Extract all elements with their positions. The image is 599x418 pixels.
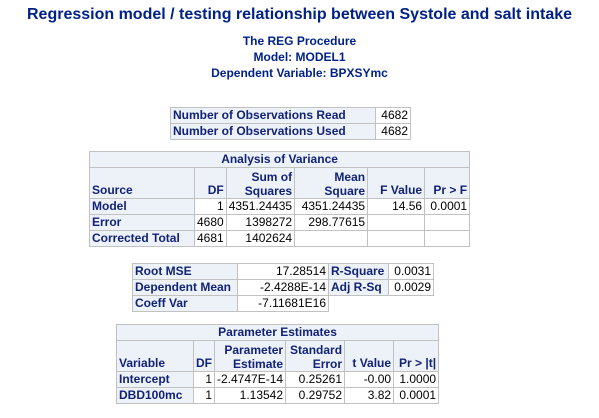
table-cell: -7.11681E16 bbox=[237, 295, 329, 312]
table-cell: 1.13542 bbox=[213, 387, 287, 404]
table-cell: 4351.24435 bbox=[225, 198, 296, 215]
table-cell: 1402624 bbox=[225, 230, 296, 247]
column-header: Pr > F bbox=[424, 167, 471, 199]
row-header: DBD100mc bbox=[116, 387, 194, 404]
table-cell: 0.0029 bbox=[388, 279, 434, 296]
table-cell: 0.25261 bbox=[285, 371, 346, 388]
column-header-line: Estimate bbox=[233, 357, 284, 371]
table-row: Intercept 1 -2.4747E-14 0.25261 -0.00 1.… bbox=[116, 371, 440, 388]
table-cell: 4682 bbox=[375, 107, 411, 124]
row-header: Coeff Var bbox=[132, 295, 238, 312]
table-cell: -2.4747E-14 bbox=[213, 371, 287, 388]
table-row: Corrected Total 4681 1402624 bbox=[89, 230, 471, 247]
column-header-line: Mean bbox=[334, 170, 366, 184]
row-header: Adj R-Sq bbox=[328, 279, 389, 296]
table-cell: 4351.24435 bbox=[294, 198, 369, 215]
table-cell: 1.0000 bbox=[393, 371, 440, 388]
column-header: DF bbox=[193, 340, 215, 372]
table-cell: -2.4288E-14 bbox=[237, 279, 329, 296]
column-header: Parameter Estimate bbox=[213, 340, 287, 372]
table-cell: 0.29752 bbox=[285, 387, 346, 404]
column-header: Variable bbox=[116, 340, 194, 372]
row-header: Number of Observations Used bbox=[170, 123, 376, 140]
table-cell: 3.82 bbox=[344, 387, 395, 404]
column-header-line: Sum of bbox=[251, 170, 293, 184]
parameter-estimates-table: Parameter Estimates Variable DF Paramete… bbox=[115, 324, 440, 404]
table-caption: Parameter Estimates bbox=[115, 324, 440, 341]
table-cell: 1 bbox=[193, 371, 215, 388]
dependent-variable: Dependent Variable: BPXSYmc bbox=[211, 66, 388, 80]
table-cell: 14.56 bbox=[367, 198, 426, 215]
column-header-line: Square bbox=[324, 184, 366, 198]
table-cell: 1 bbox=[193, 387, 215, 404]
table-cell: 17.28514 bbox=[237, 263, 329, 280]
table-cell: 0.0031 bbox=[388, 263, 434, 280]
column-header: DF bbox=[194, 167, 227, 199]
empty-cell bbox=[329, 296, 389, 312]
table-cell: 4680 bbox=[194, 214, 227, 231]
table-cell: 298.77615 bbox=[294, 214, 369, 231]
row-header: Model bbox=[89, 198, 195, 215]
column-header-line: Squares bbox=[244, 184, 293, 198]
table-row: Root MSE 17.28514 R-Square 0.0031 bbox=[132, 263, 434, 280]
row-header: R-Square bbox=[328, 263, 389, 280]
table-row: Model 1 4351.24435 4351.24435 14.56 0.00… bbox=[89, 198, 471, 215]
column-header: Sum of Squares bbox=[225, 167, 296, 199]
table-cell bbox=[424, 214, 471, 231]
table-caption: Analysis of Variance bbox=[88, 151, 471, 168]
column-header-line: Standard bbox=[290, 343, 343, 357]
column-header: Mean Square bbox=[294, 167, 369, 199]
table-cell: 4682 bbox=[375, 123, 411, 140]
table-cell: 1398272 bbox=[225, 214, 296, 231]
procedure-name: The REG Procedure bbox=[242, 34, 357, 48]
table-header-row: Variable DF Parameter Estimate Standard Er… bbox=[116, 340, 440, 372]
table-row: Number of Observations Used 4682 bbox=[170, 123, 411, 140]
row-header: Error bbox=[89, 214, 195, 231]
row-header: Root MSE bbox=[132, 263, 238, 280]
row-header: Dependent Mean bbox=[132, 279, 238, 296]
row-header: Corrected Total bbox=[89, 230, 195, 247]
row-header: Number of Observations Read bbox=[170, 107, 376, 124]
column-header: Pr > |t| bbox=[393, 340, 440, 372]
table-cell: 4681 bbox=[194, 230, 227, 247]
empty-cell bbox=[389, 296, 434, 312]
table-caption-row: Parameter Estimates bbox=[115, 324, 440, 341]
column-header-line: Parameter bbox=[224, 343, 284, 357]
table-row: DBD100mc 1 1.13542 0.29752 3.82 0.0001 bbox=[116, 387, 440, 404]
table-header-row: Source DF Sum of Squares Mean Square F Val… bbox=[89, 167, 471, 199]
table-row: Dependent Mean -2.4288E-14 Adj R-Sq 0.00… bbox=[132, 279, 434, 296]
table-cell: 0.0001 bbox=[424, 198, 471, 215]
table-caption-row: Analysis of Variance bbox=[88, 151, 471, 168]
table-row: Error 4680 1398272 298.77615 bbox=[89, 214, 471, 231]
table-cell: 0.0001 bbox=[393, 387, 440, 404]
observations-table: Number of Observations Read 4682 Number … bbox=[170, 107, 411, 140]
table-cell bbox=[294, 230, 369, 247]
model-name: Model: MODEL1 bbox=[253, 50, 346, 64]
column-header-line: Error bbox=[312, 357, 343, 371]
table-row: Coeff Var -7.11681E16 bbox=[132, 295, 434, 312]
table-cell: 1 bbox=[194, 198, 227, 215]
fit-statistics-table: Root MSE 17.28514 R-Square 0.0031 Depend… bbox=[132, 263, 434, 312]
table-cell bbox=[367, 214, 426, 231]
column-header: t Value bbox=[344, 340, 395, 372]
anova-table: Analysis of Variance Source DF Sum of Squ… bbox=[88, 151, 471, 247]
table-row: Number of Observations Read 4682 bbox=[170, 107, 411, 124]
column-header: F Value bbox=[367, 167, 426, 199]
table-cell bbox=[367, 230, 426, 247]
column-header: Source bbox=[89, 167, 195, 199]
row-header: Intercept bbox=[116, 371, 194, 388]
table-cell: -0.00 bbox=[344, 371, 395, 388]
column-header: Standard Error bbox=[285, 340, 346, 372]
page-title: Regression model / testing relationship … bbox=[26, 6, 573, 23]
table-cell bbox=[424, 230, 471, 247]
